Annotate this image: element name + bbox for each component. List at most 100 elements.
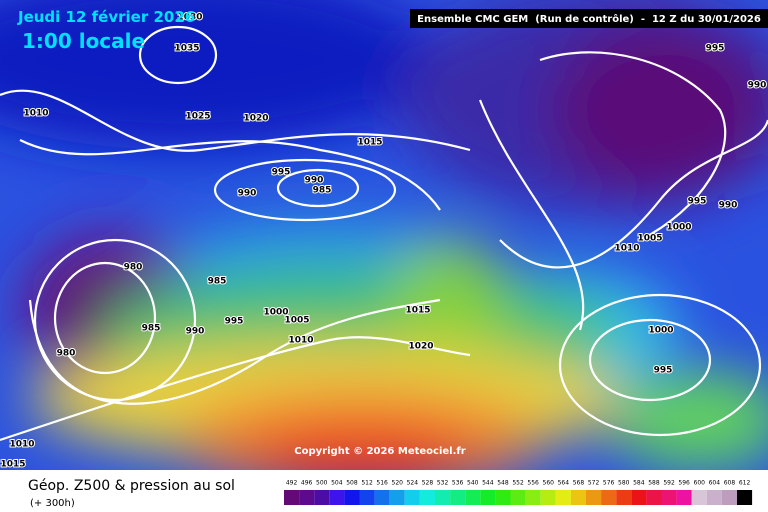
scale-label: 600 — [694, 480, 706, 487]
isobar-label: 1010 — [288, 336, 313, 346]
scale-swatch — [314, 490, 330, 505]
isobar-label: 1000 — [648, 326, 673, 336]
scale-label: 588 — [648, 480, 660, 487]
isobar-label: 1015 — [405, 306, 430, 316]
scale-label: 580 — [618, 480, 630, 487]
scale-swatch — [525, 490, 541, 505]
time: 1:00 locale — [22, 29, 145, 53]
scale-swatch — [495, 490, 511, 505]
isobar-label: 1000 — [666, 223, 691, 233]
scale-swatch — [676, 490, 692, 505]
scale-swatch — [540, 490, 556, 505]
scale-label: 552 — [512, 480, 524, 487]
scale-label: 504 — [331, 480, 343, 487]
scale-swatch — [299, 490, 315, 505]
scale-label: 560 — [543, 480, 555, 487]
scale-label: 612 — [739, 480, 751, 487]
copyright: Copyright © 2026 Meteociel.fr — [294, 446, 465, 457]
scale-label: 536 — [452, 480, 464, 487]
scale-swatch — [329, 490, 345, 505]
scale-swatch — [737, 490, 753, 505]
isobar-label: 985 — [313, 186, 332, 196]
scale-swatch — [706, 490, 722, 505]
scale-swatch — [631, 490, 647, 505]
isobar-label: 1005 — [284, 316, 309, 326]
scale-label: 556 — [527, 480, 539, 487]
scale-swatch — [570, 490, 586, 505]
isobar-label: 990 — [305, 176, 324, 186]
isobar-label: 990 — [238, 189, 257, 199]
scale-swatch — [646, 490, 662, 505]
scale-swatch — [389, 490, 405, 505]
isobar-label: 995 — [654, 366, 673, 376]
scale-label: 564 — [558, 480, 570, 487]
scale-label: 540 — [467, 480, 479, 487]
isobar-label: 1000 — [263, 308, 288, 318]
color-scale: 492 496 500 504 508 512 516 520 524 528 532 536 540 5… — [284, 480, 753, 505]
footer-title: Géop. Z500 & pression au sol — [28, 478, 235, 494]
scale-swatch — [691, 490, 707, 505]
isobar-label: 990 — [186, 327, 205, 337]
scale-swatch — [661, 490, 677, 505]
scale-swatch — [586, 490, 602, 505]
scale-label: 572 — [588, 480, 600, 487]
scale-label: 568 — [573, 480, 585, 487]
isobar-label: 995 — [688, 197, 707, 207]
scale-swatch — [616, 490, 632, 505]
scale-swatch — [359, 490, 375, 505]
scale-label: 500 — [316, 480, 328, 487]
isobar-label: 1015 — [0, 460, 25, 470]
isobar-label: 1015 — [357, 138, 382, 148]
scale-swatch — [555, 490, 571, 505]
scale-swatch — [510, 490, 526, 505]
scale-label: 496 — [301, 480, 313, 487]
scale-label: 584 — [633, 480, 645, 487]
scale-swatch — [601, 490, 617, 505]
scale-swatch — [419, 490, 435, 505]
scale-swatch — [344, 490, 360, 505]
scale-swatch — [284, 490, 300, 505]
isobar-label: 990 — [719, 201, 738, 211]
run-info: Ensemble CMC GEM (Run de contrôle) - 12 … — [417, 13, 761, 25]
isobar-label: 995 — [272, 168, 291, 178]
isobar-label: 1035 — [174, 44, 199, 54]
scale-label: 492 — [286, 480, 298, 487]
scale-label: 528 — [422, 480, 434, 487]
scale-label: 520 — [392, 480, 404, 487]
isobar-label: 985 — [142, 324, 161, 334]
scale-label: 508 — [346, 480, 358, 487]
isobar-label: 995 — [225, 317, 244, 327]
isobars — [0, 25, 768, 442]
scale-label: 604 — [709, 480, 721, 487]
scale-swatch — [450, 490, 466, 505]
date: Jeudi 12 février 2026 — [17, 8, 195, 26]
scale-swatch — [721, 490, 737, 505]
isobar-label: 980 — [124, 263, 143, 273]
scale-label: 592 — [663, 480, 675, 487]
run-box — [410, 9, 768, 28]
lead-time: (+ 300h) — [30, 498, 75, 509]
scale-swatch — [465, 490, 481, 505]
scale-label: 544 — [482, 480, 494, 487]
scale-swatch — [374, 490, 390, 505]
isobar-label: 1030 — [177, 13, 202, 23]
isobar-label: 1005 — [637, 234, 662, 244]
isobar-label: 980 — [57, 349, 76, 359]
scale-label: 524 — [407, 480, 419, 487]
scale-label: 516 — [376, 480, 388, 487]
scale-swatch — [435, 490, 451, 505]
scale-label: 596 — [678, 480, 690, 487]
scale-label: 548 — [497, 480, 509, 487]
isobar-label: 1025 — [185, 112, 210, 122]
isobar-label: 1020 — [408, 342, 433, 352]
isobar-label: 1010 — [23, 109, 48, 119]
scale-label: 532 — [437, 480, 449, 487]
isobar-label: 990 — [748, 81, 767, 91]
scale-label: 608 — [724, 480, 736, 487]
scale-label: 512 — [361, 480, 373, 487]
isobar-label: 1010 — [9, 440, 34, 450]
isobar-label: 985 — [208, 277, 227, 287]
